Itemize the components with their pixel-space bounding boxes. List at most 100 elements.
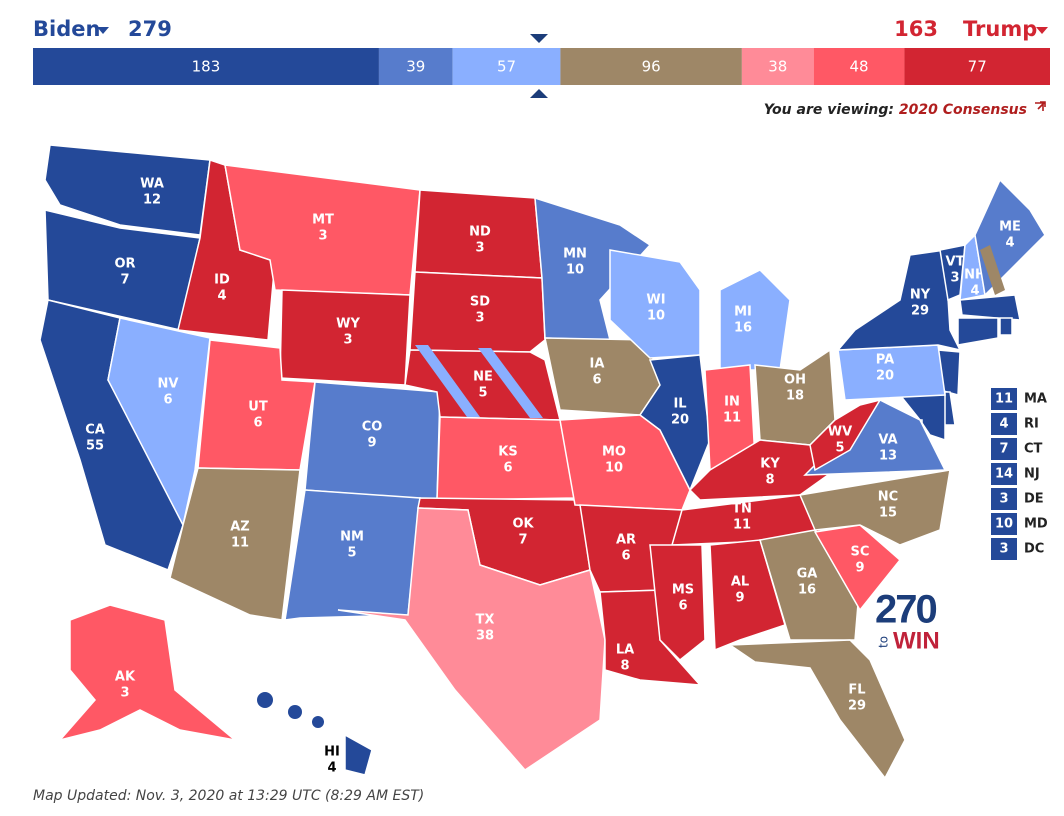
state-ev: 9: [367, 436, 376, 451]
ev-box-value: 14: [995, 467, 1013, 482]
state-ev: 3: [475, 241, 484, 256]
state-ev: 3: [343, 333, 352, 348]
bar-segment: [452, 48, 561, 85]
state-ev: 4: [217, 289, 226, 304]
state-ev: 3: [120, 686, 129, 701]
split-stripe: [415, 345, 480, 417]
state-ev: 11: [733, 518, 751, 533]
state-shape: [638, 354, 711, 492]
dropdown-arrow[interactable]: [1036, 27, 1048, 34]
state-abbr: FL: [848, 683, 865, 698]
state-abbr: UT: [248, 400, 268, 415]
state-shape: [57, 604, 238, 742]
state-ev: 7: [518, 533, 527, 548]
state-abbr: MT: [312, 213, 334, 228]
state-ev: 29: [911, 304, 929, 319]
state-abbr: MS: [672, 583, 694, 598]
state-ev: 4: [970, 284, 979, 299]
left-total: 279: [128, 17, 172, 41]
ev-box: [991, 388, 1017, 410]
ev-box: [991, 513, 1017, 535]
state-abbr: AK: [115, 670, 136, 685]
state-abbr: NV: [158, 377, 179, 392]
ev-box-abbr: DC: [1024, 542, 1044, 557]
state-ev: 3: [475, 311, 484, 326]
state-abbr: PA: [876, 353, 894, 368]
ev-box-abbr: CT: [1024, 442, 1043, 457]
bar-label: 48: [850, 58, 869, 76]
midpoint-marker: [530, 34, 548, 43]
state-shape: [344, 733, 373, 776]
state-abbr: KY: [760, 457, 780, 472]
state-shape: [999, 317, 1013, 336]
state-abbr: AZ: [230, 520, 250, 535]
external-icon[interactable]: [1035, 101, 1046, 111]
midpoint-marker: [530, 89, 548, 98]
logo-number: 270: [875, 588, 936, 632]
ev-box: [991, 463, 1017, 485]
state-shape: [107, 317, 211, 528]
state-ev: 11: [723, 411, 741, 426]
state-abbr: CA: [85, 423, 105, 438]
state-ev: 9: [855, 561, 864, 576]
state-abbr: IN: [724, 395, 740, 410]
dropdown-arrow[interactable]: [97, 27, 109, 34]
island: [257, 692, 273, 708]
ev-box-value: 11: [995, 392, 1013, 407]
state-shape: [169, 467, 301, 621]
bar-segment: [560, 48, 742, 85]
ev-box-value: 7: [999, 442, 1008, 457]
state-ev: 11: [231, 536, 249, 551]
state-shape: [959, 294, 1021, 321]
state-ev: 12: [143, 193, 161, 208]
ev-box-abbr: NJ: [1024, 467, 1040, 482]
state-abbr: MI: [734, 305, 752, 320]
state-abbr: AL: [731, 575, 749, 590]
state-abbr: WV: [828, 425, 852, 440]
state-ev: 7: [120, 273, 129, 288]
state-shape: [534, 196, 652, 341]
state-abbr: AR: [616, 533, 636, 548]
state-abbr: TX: [476, 613, 495, 628]
viewing-prefix: You are viewing:: [764, 102, 894, 118]
state-ev: 6: [503, 461, 512, 476]
state-shape: [809, 398, 882, 472]
state-ev: 38: [476, 629, 494, 644]
island: [312, 716, 324, 728]
state-ev: 8: [765, 473, 774, 488]
footer: Map Updated: Nov. 3, 2020 at 13:29 UTC (…: [33, 788, 424, 804]
bar-segment: [904, 48, 1050, 85]
state-ev: 10: [566, 263, 584, 278]
bar-label: 38: [768, 58, 787, 76]
state-ev: 10: [605, 461, 623, 476]
state-ev: 6: [621, 549, 630, 564]
state-shape: [649, 544, 706, 662]
state-ev: 4: [1005, 236, 1014, 251]
right-name[interactable]: Trump: [963, 17, 1037, 41]
ev-box-value: 10: [995, 517, 1013, 532]
state-ev: 9: [735, 591, 744, 606]
state-shape: [337, 507, 606, 771]
state-abbr: OR: [114, 257, 135, 272]
state-abbr: KS: [498, 445, 517, 460]
state-abbr: ME: [999, 220, 1021, 235]
state-shape: [727, 639, 906, 780]
state-shape: [709, 539, 786, 652]
viewing-link[interactable]: 2020 Consensus: [899, 102, 1027, 118]
state-abbr: WA: [140, 177, 164, 192]
state-ev: 16: [734, 321, 752, 336]
logo-to: to: [877, 636, 891, 648]
left-name[interactable]: Biden: [33, 17, 100, 41]
state-ev: 4: [327, 761, 336, 776]
bar-label: 183: [192, 58, 221, 76]
state-abbr: NE: [473, 370, 493, 385]
state-abbr: CO: [362, 420, 383, 435]
ev-box: [991, 538, 1017, 560]
ev-box-value: 3: [999, 542, 1008, 557]
state-ev: 20: [671, 413, 689, 428]
bar-segment: [813, 48, 905, 85]
map: WA12OR7CA55NV6ID4MT3WY3UT6AZ11CO9NM5ND3S…: [39, 144, 1046, 780]
state-shape: [957, 317, 999, 346]
bar-segment: [33, 48, 379, 85]
bar-label: 39: [406, 58, 425, 76]
